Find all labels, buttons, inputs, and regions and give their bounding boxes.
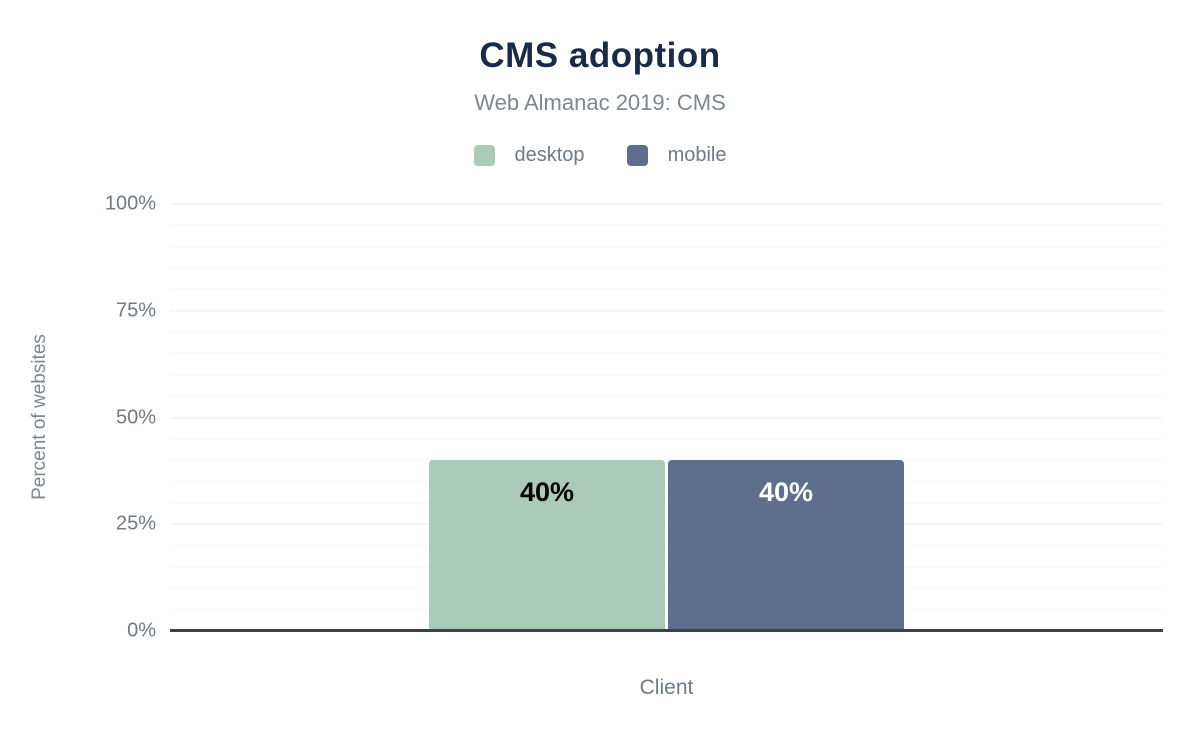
bar-group: 40% 40% xyxy=(170,204,1163,631)
gridline-45 xyxy=(170,438,1163,440)
gridline-15 xyxy=(170,566,1163,568)
bar-desktop[interactable]: 40% xyxy=(429,460,665,631)
y-tick-label-100: 100% xyxy=(104,192,156,215)
legend: desktop mobile xyxy=(0,144,1200,167)
x-axis-line xyxy=(170,629,1163,632)
bar-value-label-mobile: 40% xyxy=(758,477,814,508)
gridline-65 xyxy=(170,352,1163,354)
chart-subtitle: Web Almanac 2019: CMS xyxy=(474,90,726,115)
gridline-55 xyxy=(170,395,1163,397)
gridline-60 xyxy=(170,374,1163,376)
gridline-50 xyxy=(170,417,1163,418)
gridline-80 xyxy=(170,288,1163,290)
gridline-25 xyxy=(170,523,1163,525)
legend-item-mobile[interactable]: mobile xyxy=(626,144,727,167)
gridline-10 xyxy=(170,587,1163,589)
gridline-30 xyxy=(170,502,1163,504)
desktop-swatch-icon xyxy=(473,145,495,166)
chart-title: CMS adoption xyxy=(479,36,721,75)
plot-area: 40% 40% xyxy=(170,203,1163,631)
legend-label-desktop: desktop xyxy=(514,144,585,166)
gridline-70 xyxy=(170,331,1163,333)
gridline-40 xyxy=(170,459,1163,461)
mobile-swatch-icon xyxy=(626,145,648,166)
gridline-20 xyxy=(170,545,1163,547)
gridline-85 xyxy=(170,267,1163,269)
y-tick-label-50: 50% xyxy=(115,406,156,428)
y-tick-label-25: 25% xyxy=(115,512,156,535)
x-axis-title: Client xyxy=(639,676,694,699)
gridline-35 xyxy=(170,481,1163,483)
gridline-90 xyxy=(170,246,1163,248)
y-axis-ticks: 0% 25% 50% 75% 100% xyxy=(0,193,156,642)
gridline-75 xyxy=(170,310,1163,312)
gridline-95 xyxy=(170,224,1163,226)
legend-item-desktop[interactable]: desktop xyxy=(473,144,585,167)
gridline-100 xyxy=(170,203,1163,205)
y-tick-label-0: 0% xyxy=(127,619,156,642)
bar-value-label-desktop: 40% xyxy=(519,477,575,508)
gridline-5 xyxy=(170,609,1163,611)
y-tick-label-75: 75% xyxy=(115,299,156,322)
bar-mobile[interactable]: 40% xyxy=(668,460,904,631)
legend-label-mobile: mobile xyxy=(667,144,727,166)
